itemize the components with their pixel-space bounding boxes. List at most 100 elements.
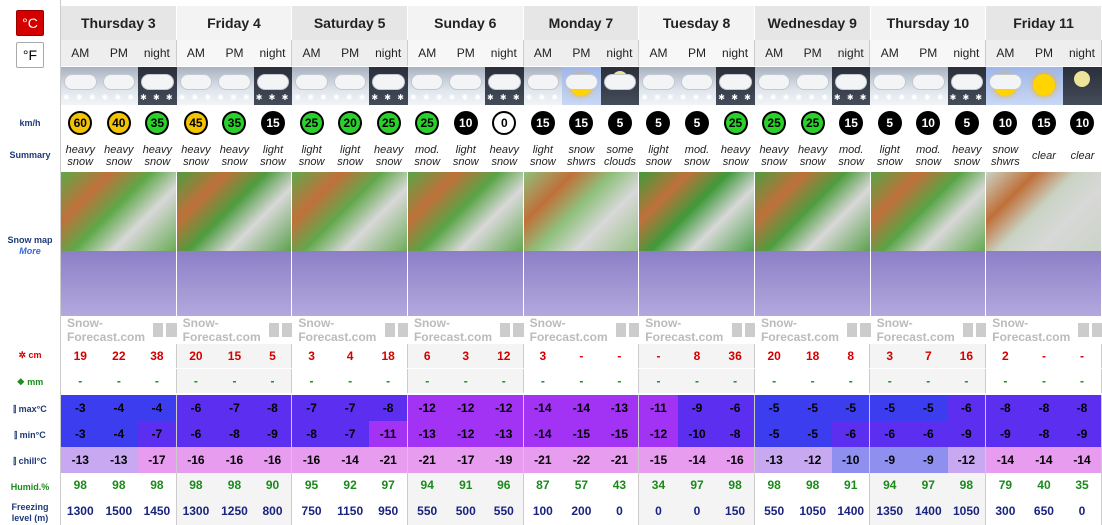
snow-map-image[interactable] — [176, 172, 293, 316]
snow-map-image[interactable] — [754, 172, 871, 316]
humid-cell: 79 — [986, 473, 1025, 497]
summary-cell: heavy snow — [948, 140, 987, 172]
expand-icon[interactable] — [268, 323, 280, 337]
snow-map-image[interactable] — [639, 172, 755, 316]
periods-row: AM PM night AM PM night AM PM night AM PM night AM PM… — [61, 40, 1102, 66]
rain-cell: - — [523, 369, 563, 393]
map-land — [61, 172, 176, 259]
cloud-icon — [411, 75, 443, 89]
period-label: night — [716, 40, 755, 66]
min-temp-label: ⫿ min°C — [0, 430, 60, 441]
max-cell: -6 — [716, 395, 755, 421]
freeze-cell: 1400 — [909, 497, 948, 525]
snow-cell: 3 — [292, 344, 331, 368]
thermometer-icon: ⫿ — [13, 456, 19, 466]
freeze-cell: 1350 — [870, 497, 910, 525]
summary-cell: heavy snow — [100, 140, 139, 172]
snowflake-icon: ✱ ✱ ✱ — [487, 93, 522, 102]
humid-cell: 98 — [138, 473, 177, 497]
rain-cell: - — [870, 369, 910, 393]
day-header[interactable]: Friday 4 — [176, 6, 293, 40]
snow-map-image[interactable] — [407, 172, 524, 316]
wind-cell: 15 — [254, 106, 293, 140]
loop-icon[interactable] — [744, 323, 755, 337]
chill-cell: -19 — [485, 447, 524, 473]
min-cell: -6 — [831, 421, 871, 447]
expand-icon[interactable] — [1078, 323, 1089, 337]
weather-icon-snow: ✱ ✱ ✱ — [292, 67, 331, 105]
summary-word-2: snow — [761, 156, 787, 168]
loop-icon[interactable] — [397, 323, 408, 337]
min-cell: -5 — [793, 421, 832, 447]
fahrenheit-button[interactable]: °F — [16, 42, 44, 68]
wind-cell: 5 — [870, 106, 909, 140]
map-land — [292, 172, 407, 259]
period-label: PM — [330, 40, 370, 66]
min-cell: -11 — [369, 421, 408, 447]
freeze-cell: 1450 — [138, 497, 177, 525]
humid-cell: 98 — [99, 473, 139, 497]
map-land — [523, 172, 639, 259]
summary-cell: light snow — [446, 140, 485, 172]
expand-icon[interactable] — [731, 323, 742, 337]
day-header[interactable]: Friday 11 — [986, 6, 1102, 40]
snow-map-image[interactable] — [523, 172, 640, 316]
day-header[interactable]: Thursday 10 — [870, 6, 987, 40]
snow-cell: 3 — [446, 344, 486, 368]
summary-word-1: light — [455, 144, 476, 156]
cloud-icon — [951, 75, 983, 89]
weather-icon-snow-night: ✱ ✱ ✱ — [716, 67, 755, 105]
chill-cell: -16 — [292, 447, 331, 473]
min-cell: -13 — [485, 421, 524, 447]
day-header[interactable]: Thursday 3 — [61, 6, 177, 40]
expand-icon[interactable] — [153, 323, 164, 337]
loop-icon[interactable] — [282, 323, 293, 337]
day-header[interactable]: Sunday 6 — [407, 6, 524, 40]
celsius-button[interactable]: °C — [16, 10, 44, 36]
snowflake-icon: ✱ ✱ ✱ — [911, 93, 946, 102]
expand-icon[interactable] — [962, 323, 974, 337]
loop-icon[interactable] — [1091, 323, 1102, 337]
snowflake-icon: ✱ ✱ ✱ — [718, 93, 753, 102]
cloud-icon — [758, 75, 790, 89]
loop-icon[interactable] — [860, 323, 871, 337]
max-temp-text: max°C — [18, 404, 47, 414]
loop-icon[interactable] — [629, 323, 640, 337]
map-logo: Snow-Forecast.com — [61, 316, 177, 344]
expand-icon[interactable] — [847, 323, 858, 337]
min-cell: -9 — [986, 421, 1025, 447]
more-link[interactable]: More — [19, 246, 41, 256]
cloud-icon — [65, 75, 96, 89]
summary-cell: heavy snow — [369, 140, 408, 172]
wind-speed: 10 — [1070, 111, 1095, 135]
cloud-icon — [874, 75, 906, 89]
day-header[interactable]: Saturday 5 — [292, 6, 408, 40]
day-header[interactable]: Tuesday 8 — [639, 6, 755, 40]
rain-cell: - — [754, 369, 794, 393]
snow-map-image[interactable] — [292, 172, 408, 316]
wind-speed: 5 — [646, 111, 671, 135]
expand-icon[interactable] — [500, 323, 511, 337]
snow-map-image[interactable] — [870, 172, 987, 316]
day-header[interactable]: Wednesday 9 — [754, 6, 871, 40]
loop-icon[interactable] — [166, 323, 177, 337]
rain-cell: - — [793, 369, 832, 393]
loop-icon[interactable] — [976, 323, 987, 337]
rain-cell: - — [253, 369, 293, 393]
day-header[interactable]: Monday 7 — [523, 6, 640, 40]
loop-icon[interactable] — [513, 323, 524, 337]
humid-cell: 35 — [1063, 473, 1102, 497]
max-cell: -5 — [831, 395, 871, 421]
max-cell: -4 — [138, 395, 177, 421]
expand-icon[interactable] — [615, 323, 627, 337]
max-temp-label: ⫿ max°C — [0, 404, 60, 415]
snow-map-image[interactable] — [61, 172, 177, 316]
summary-word-1: mod. — [684, 144, 710, 156]
rain-cell: - — [215, 369, 254, 393]
expand-icon[interactable] — [384, 323, 395, 337]
chill-cell: -12 — [947, 447, 987, 473]
cloud-icon — [566, 75, 597, 89]
logo-text: Snow-Forecast.com — [413, 316, 492, 344]
snow-map-image[interactable] — [986, 172, 1102, 316]
summary-word-1: light — [301, 144, 322, 156]
